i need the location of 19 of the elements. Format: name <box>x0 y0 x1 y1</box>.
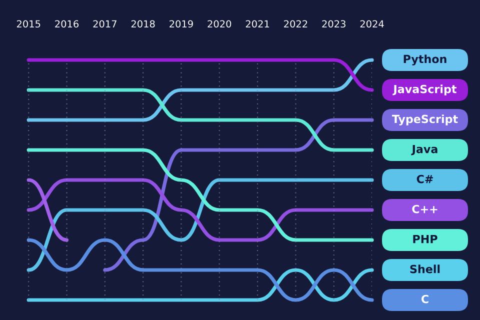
x-tick-label: 2024 <box>360 20 384 28</box>
x-tick-label: 2021 <box>246 20 270 28</box>
x-tick-label: 2015 <box>16 20 40 28</box>
x-tick-label: 2016 <box>55 20 79 28</box>
x-tick-label: 2017 <box>93 20 116 28</box>
text: C <box>421 294 428 304</box>
x-tick-label: 2023 <box>322 20 346 28</box>
text: Shell <box>410 264 440 274</box>
text: Python <box>404 54 446 66</box>
text: C# <box>416 174 433 184</box>
x-tick-label: 2019 <box>170 20 193 28</box>
text: Java <box>411 144 438 156</box>
x-tick-label: 2022 <box>284 20 308 28</box>
series-label: JavaScript <box>392 84 457 96</box>
text: C++ <box>412 204 438 214</box>
text: PHP <box>413 234 438 244</box>
x-tick-label: 2020 <box>208 20 232 28</box>
series-label: TypeScript <box>392 114 458 126</box>
x-tick-label: 2018 <box>131 20 155 28</box>
